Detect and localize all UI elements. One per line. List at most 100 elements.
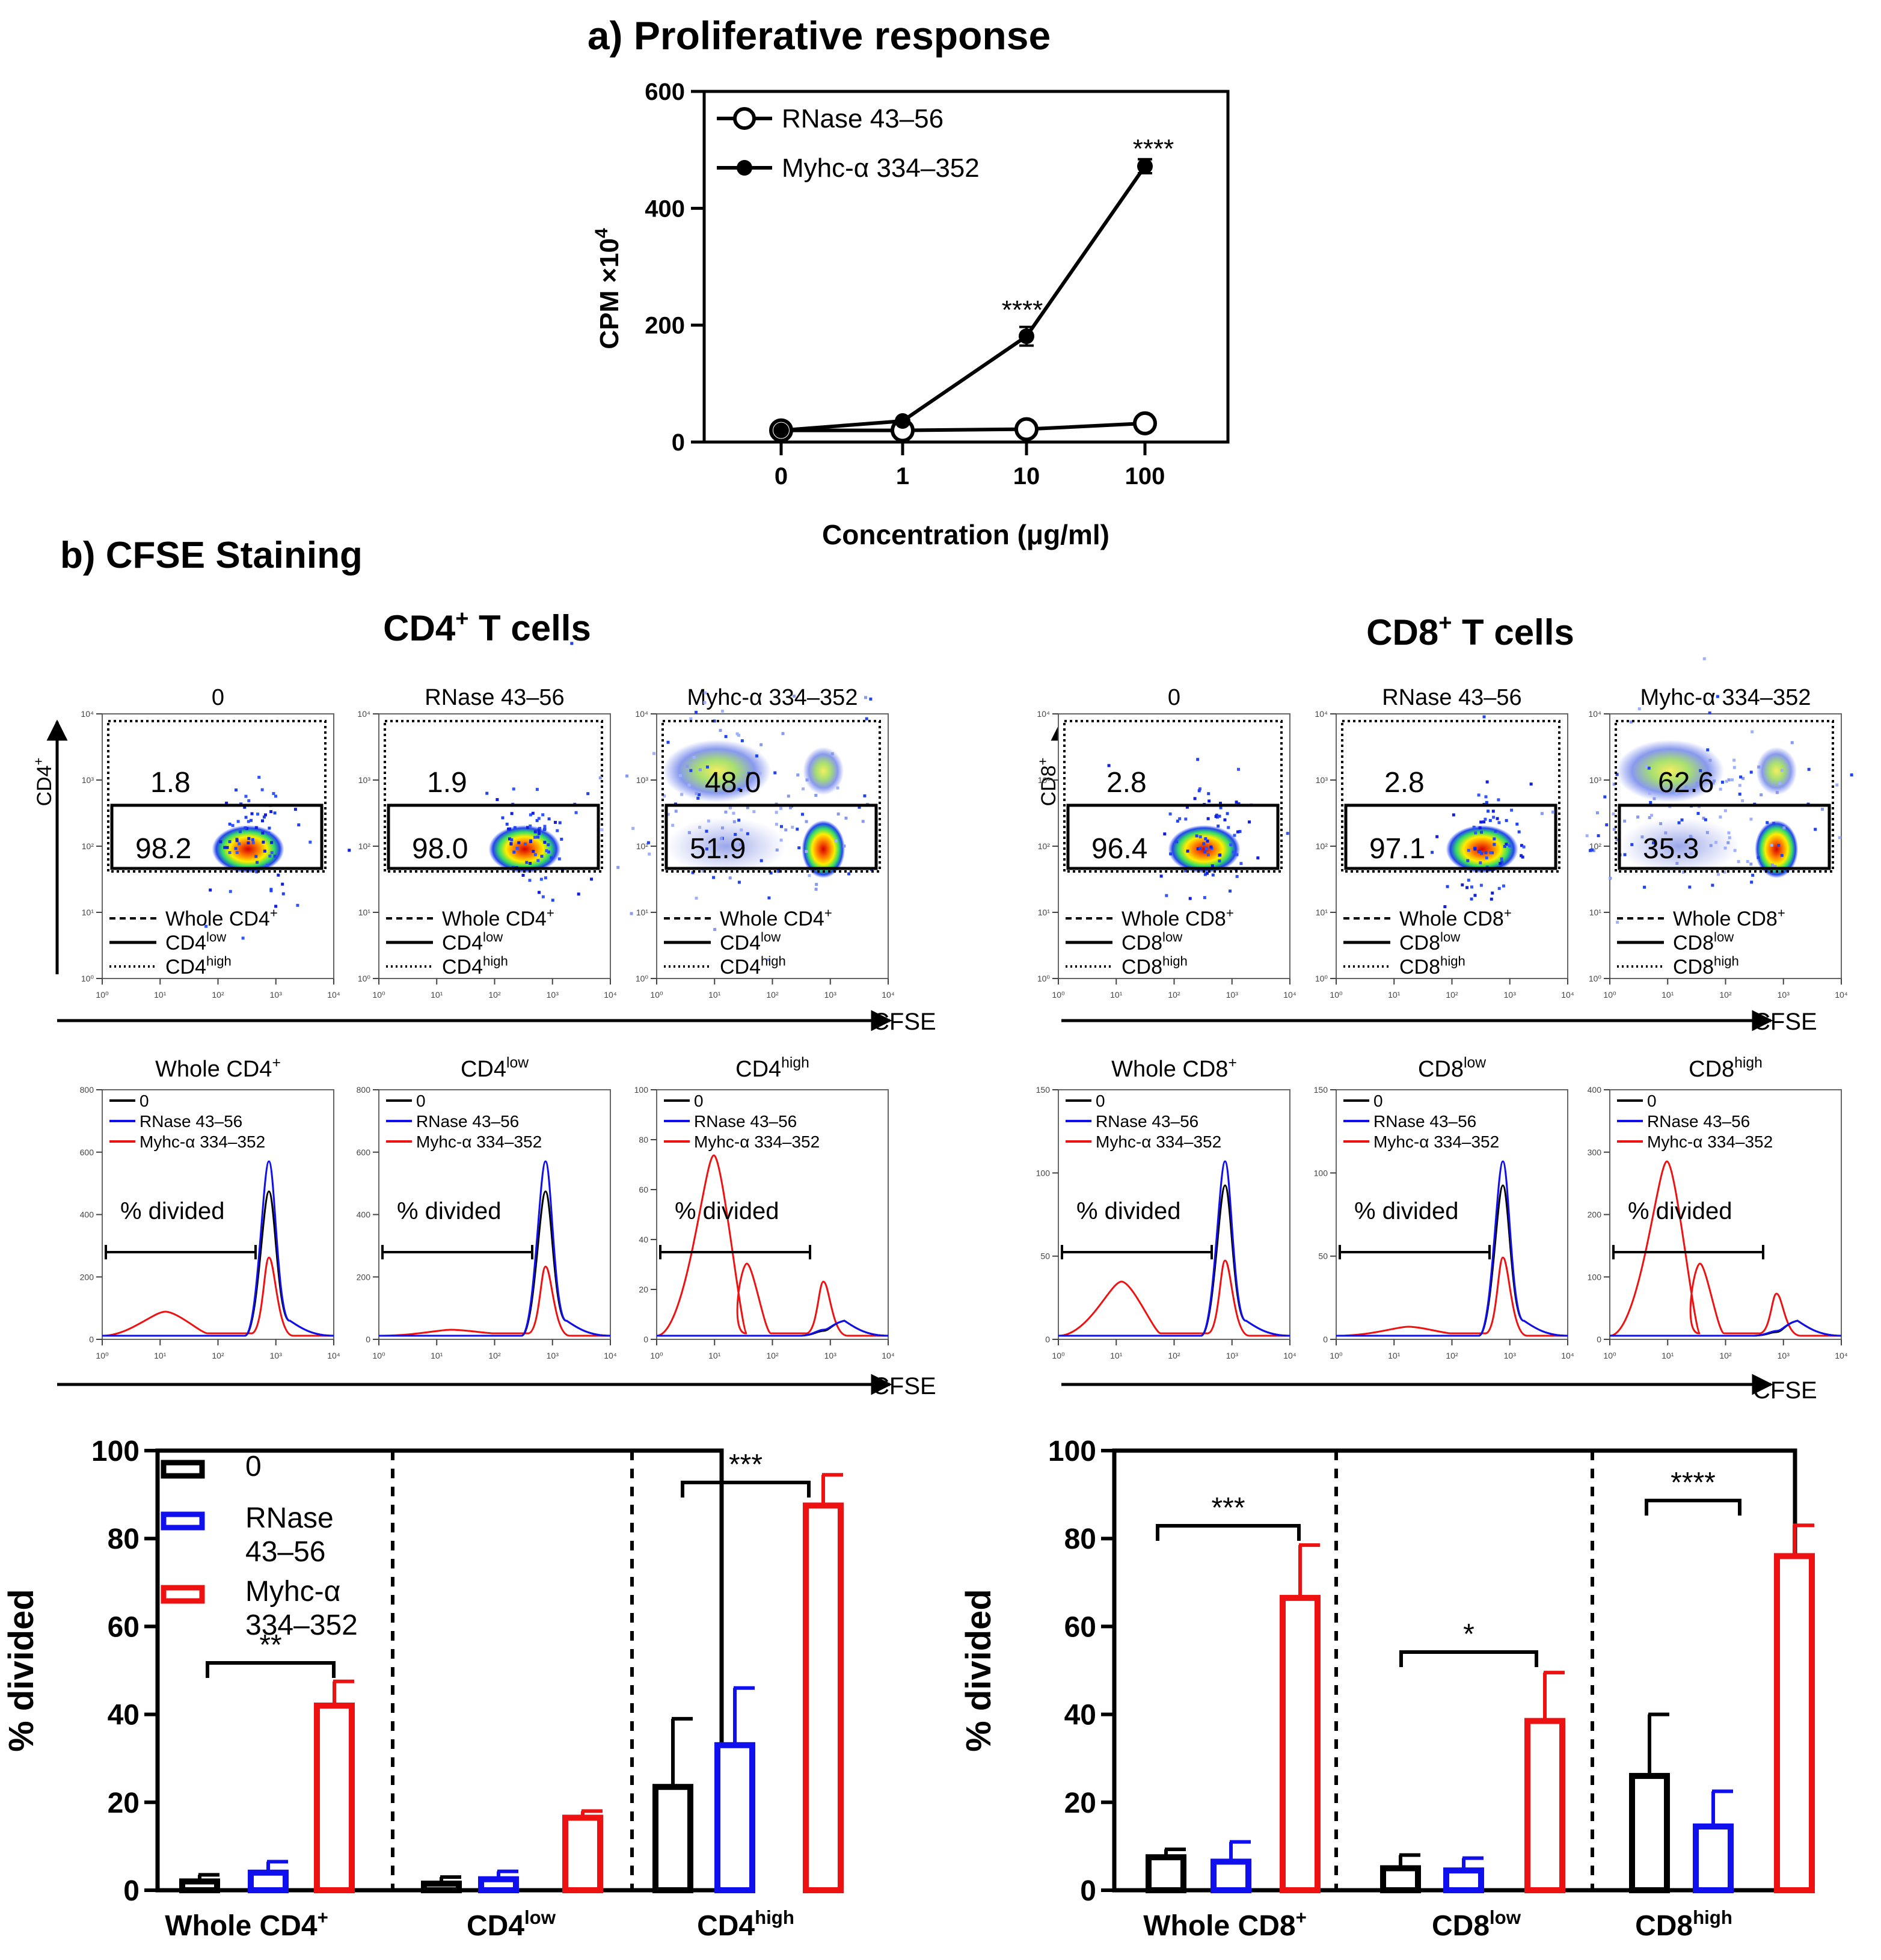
y-tick-label: 10⁴: [1588, 709, 1601, 719]
x-tick-label: 10²: [1446, 1351, 1458, 1360]
y-tick-label: 10²: [358, 841, 371, 851]
y-tick-label: 20: [1064, 1787, 1096, 1819]
gate-low-percent: 98.2: [135, 833, 191, 865]
event-dot: [1211, 864, 1214, 868]
event-dot: [1214, 815, 1218, 819]
event-dot: [241, 936, 245, 940]
legend-high-base: CD8: [1122, 956, 1162, 978]
event-dot: [577, 892, 580, 896]
cd8-section-title: CD8+ T cells: [1366, 610, 1574, 653]
event-dot: [256, 861, 259, 864]
event-dot: [1738, 792, 1741, 796]
gate-high: [1063, 720, 1283, 873]
event-dot: [1648, 816, 1651, 819]
legend-whole-base: Whole CD8: [1673, 908, 1778, 930]
event-dot: [277, 873, 280, 877]
event-dot: [631, 826, 635, 830]
event-dot: [590, 877, 594, 881]
category-label-sup: +: [318, 1907, 328, 1928]
legend-low-sup: low: [1714, 929, 1734, 944]
histogram-title: Whole CD4+: [155, 1055, 281, 1082]
x-tick-label: 10⁰: [96, 1351, 109, 1360]
plot-frame: [702, 90, 1230, 444]
event-dot: [1609, 876, 1612, 880]
event-dot: [1218, 802, 1222, 805]
significance-bracket: [206, 1661, 336, 1678]
condition-title: Myhc-α 334–352: [1640, 685, 1811, 710]
legend-high: CD8high: [1122, 953, 1188, 978]
event-dot: [746, 832, 749, 835]
bar-0: [1629, 1772, 1670, 1893]
event-dot: [1237, 767, 1241, 771]
event-dot: [1629, 720, 1633, 724]
event-dot: [781, 732, 785, 736]
event-dot: [281, 892, 285, 896]
legend-whole-sup: +: [1778, 905, 1785, 920]
undivided-cluster: [1755, 820, 1799, 878]
category-label-base: Whole CD4: [165, 1910, 318, 1942]
event-dot: [830, 752, 834, 755]
line-legend: RNase 43–56 Myhc-α 334–352: [717, 104, 980, 183]
significance-annotation: ****: [1002, 295, 1043, 325]
event-dot: [616, 865, 620, 869]
event-dot: [1218, 859, 1221, 863]
event-dot: [814, 793, 818, 797]
x-tick-label: 10⁴: [1835, 1351, 1848, 1360]
y-tick-label: 800: [80, 1085, 94, 1095]
legend-whole-sup: +: [824, 905, 832, 920]
event-dot: [1473, 894, 1477, 897]
event-dot: [1644, 764, 1648, 768]
y-tick-label: 10³: [636, 775, 649, 785]
event-dot: [1204, 847, 1208, 850]
event-dot: [1485, 780, 1489, 784]
category-label: CD8high: [1635, 1907, 1732, 1942]
plot-frame: [155, 1448, 724, 1893]
legend-low: CD4low: [442, 929, 503, 954]
event-dot: [600, 828, 604, 832]
gate-low-percent: 97.1: [1369, 833, 1425, 865]
event-dot: [1203, 896, 1206, 899]
event-dot: [1232, 850, 1235, 854]
event-dot: [777, 870, 781, 873]
x-tick-label: 10²: [766, 1351, 779, 1360]
event-dot: [1605, 823, 1609, 826]
histogram-title: CD4low: [461, 1055, 529, 1082]
event-dot: [1491, 851, 1494, 855]
event-dot: [557, 857, 561, 861]
legend-label: 0: [1096, 1092, 1105, 1110]
bar-2: [562, 1814, 603, 1894]
category-label-base: CD4: [697, 1910, 755, 1942]
divided-label: % divided: [675, 1198, 779, 1224]
event-dot: [1485, 856, 1488, 859]
event-dot: [1714, 841, 1718, 844]
cd4-section-title: CD4+ T cells: [383, 606, 591, 648]
y-tick-label: 10⁰: [1037, 974, 1051, 983]
y-tick-label: 10²: [636, 841, 649, 851]
y-tick-label: 50: [1040, 1252, 1050, 1261]
event-dot: [1695, 781, 1699, 785]
event-dot: [245, 827, 249, 831]
y-tick-label: 10²: [82, 841, 94, 851]
x-tick-label: 10¹: [1388, 1351, 1401, 1360]
event-dot: [268, 854, 272, 858]
event-dot: [267, 831, 271, 835]
histogram-cd4-1: CD4low 10⁰ 10¹ 10² 10³ 10⁴ 0 200 400 600 800 0 RNase…: [357, 1055, 617, 1360]
event-dot: [1203, 873, 1207, 876]
event-dot: [1636, 816, 1640, 819]
event-dot: [257, 775, 261, 779]
x-tick-label: 10¹: [1662, 1351, 1674, 1360]
x-tick-label: 10¹: [1662, 990, 1674, 1000]
histogram-rnase-curve: [102, 1160, 334, 1337]
event-dot: [1591, 848, 1594, 852]
event-dot: [510, 812, 514, 816]
legend-label: RNase 43–56: [1373, 1112, 1476, 1131]
y-tick-label: 80: [108, 1523, 140, 1555]
x-tick-label: 10⁴: [1561, 1351, 1574, 1360]
legend-whole-base: Whole CD8: [1122, 908, 1226, 930]
legend-label: Myhc-α 334–352: [1647, 1132, 1773, 1151]
legend-whole: Whole CD8+: [1673, 905, 1785, 930]
